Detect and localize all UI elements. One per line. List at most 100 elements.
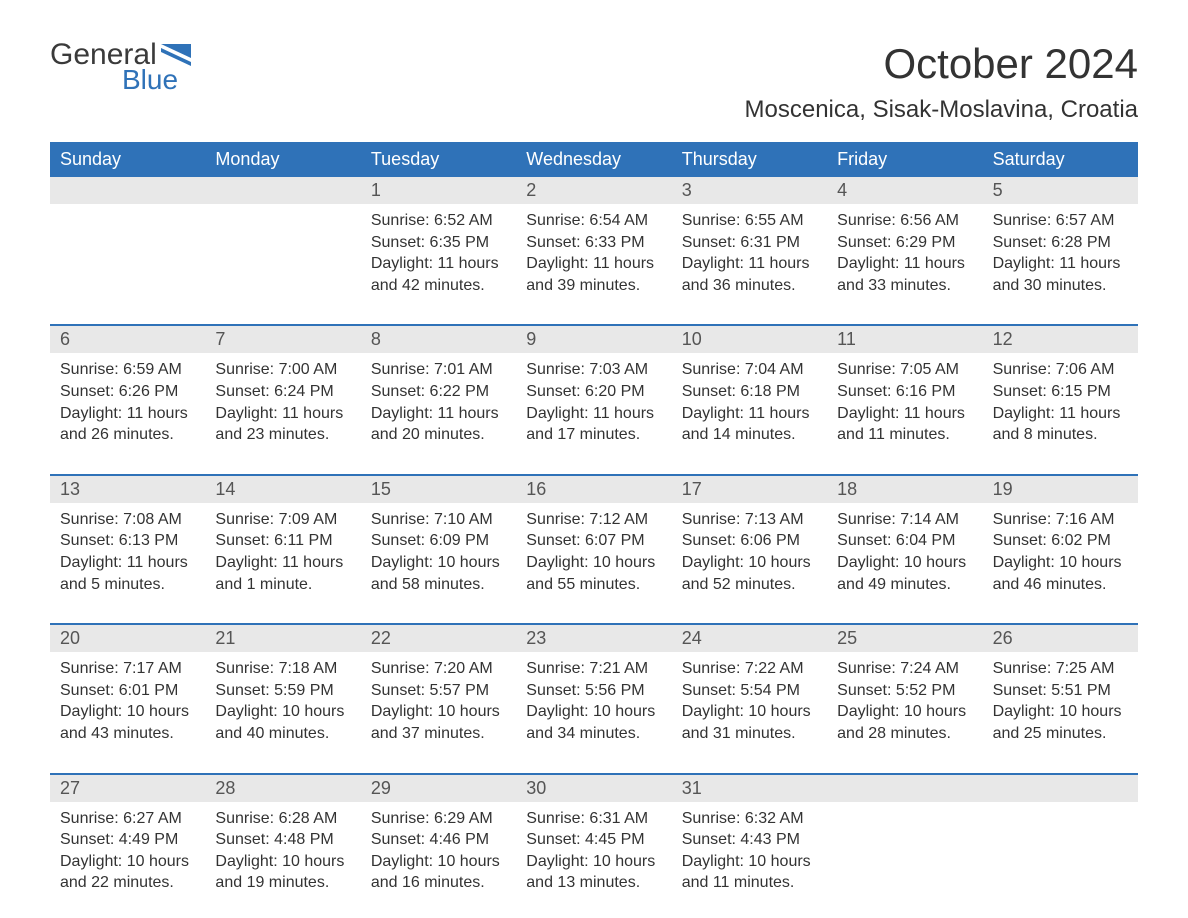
day-cell: Sunrise: 7:20 AMSunset: 5:57 PMDaylight:… — [361, 652, 516, 744]
sunset-text: Sunset: 5:59 PM — [215, 680, 350, 702]
daylight-text-2: and 5 minutes. — [60, 574, 195, 596]
day-cell: Sunrise: 6:54 AMSunset: 6:33 PMDaylight:… — [516, 204, 671, 296]
day-cell — [983, 802, 1138, 894]
sunrise-text: Sunrise: 6:54 AM — [526, 210, 661, 232]
sunrise-text: Sunrise: 7:13 AM — [682, 509, 817, 531]
day-number: 7 — [205, 326, 360, 353]
day-cell: Sunrise: 7:09 AMSunset: 6:11 PMDaylight:… — [205, 503, 360, 595]
sunset-text: Sunset: 6:33 PM — [526, 232, 661, 254]
sunset-text: Sunset: 6:04 PM — [837, 530, 972, 552]
daylight-text-2: and 31 minutes. — [682, 723, 817, 745]
daylight-text-1: Daylight: 10 hours — [371, 552, 506, 574]
daylight-text-2: and 20 minutes. — [371, 424, 506, 446]
sunrise-text: Sunrise: 6:57 AM — [993, 210, 1128, 232]
title-block: October 2024 Moscenica, Sisak-Moslavina,… — [745, 40, 1138, 124]
day-number: 6 — [50, 326, 205, 353]
day-cell: Sunrise: 6:59 AMSunset: 6:26 PMDaylight:… — [50, 353, 205, 445]
daylight-text-2: and 11 minutes. — [682, 872, 817, 894]
weekday-label: Sunday — [50, 142, 205, 177]
sunset-text: Sunset: 6:13 PM — [60, 530, 195, 552]
sunrise-text: Sunrise: 6:32 AM — [682, 808, 817, 830]
daylight-text-1: Daylight: 10 hours — [215, 701, 350, 723]
weekday-label: Friday — [827, 142, 982, 177]
weekday-label: Tuesday — [361, 142, 516, 177]
daylight-text-2: and 22 minutes. — [60, 872, 195, 894]
daylight-text-1: Daylight: 10 hours — [682, 851, 817, 873]
daylight-text-1: Daylight: 10 hours — [837, 701, 972, 723]
daylight-text-1: Daylight: 11 hours — [526, 403, 661, 425]
day-number: 11 — [827, 326, 982, 353]
sunrise-text: Sunrise: 6:27 AM — [60, 808, 195, 830]
day-cell: Sunrise: 6:28 AMSunset: 4:48 PMDaylight:… — [205, 802, 360, 894]
day-cell: Sunrise: 7:00 AMSunset: 6:24 PMDaylight:… — [205, 353, 360, 445]
day-cell: Sunrise: 7:06 AMSunset: 6:15 PMDaylight:… — [983, 353, 1138, 445]
day-cell — [827, 802, 982, 894]
day-number: 5 — [983, 177, 1138, 204]
daylight-text-1: Daylight: 11 hours — [993, 253, 1128, 275]
day-cell: Sunrise: 7:04 AMSunset: 6:18 PMDaylight:… — [672, 353, 827, 445]
daylight-text-1: Daylight: 10 hours — [993, 552, 1128, 574]
sunset-text: Sunset: 5:54 PM — [682, 680, 817, 702]
daylight-text-1: Daylight: 10 hours — [215, 851, 350, 873]
day-cell: Sunrise: 7:14 AMSunset: 6:04 PMDaylight:… — [827, 503, 982, 595]
daylight-text-2: and 40 minutes. — [215, 723, 350, 745]
day-cell: Sunrise: 7:13 AMSunset: 6:06 PMDaylight:… — [672, 503, 827, 595]
daylight-text-2: and 37 minutes. — [371, 723, 506, 745]
daylight-text-2: and 8 minutes. — [993, 424, 1128, 446]
sunrise-text: Sunrise: 7:16 AM — [993, 509, 1128, 531]
day-cell: Sunrise: 6:55 AMSunset: 6:31 PMDaylight:… — [672, 204, 827, 296]
day-number: 30 — [516, 775, 671, 802]
day-cell: Sunrise: 7:16 AMSunset: 6:02 PMDaylight:… — [983, 503, 1138, 595]
daylight-text-2: and 14 minutes. — [682, 424, 817, 446]
daylight-text-2: and 1 minute. — [215, 574, 350, 596]
day-number — [827, 775, 982, 802]
day-cell: Sunrise: 6:57 AMSunset: 6:28 PMDaylight:… — [983, 204, 1138, 296]
daylight-text-2: and 34 minutes. — [526, 723, 661, 745]
weekday-header: Sunday Monday Tuesday Wednesday Thursday… — [50, 142, 1138, 177]
daylight-text-2: and 16 minutes. — [371, 872, 506, 894]
day-number: 2 — [516, 177, 671, 204]
day-cell — [205, 204, 360, 296]
day-number: 8 — [361, 326, 516, 353]
daylight-text-1: Daylight: 11 hours — [682, 403, 817, 425]
sunset-text: Sunset: 6:28 PM — [993, 232, 1128, 254]
sunset-text: Sunset: 5:56 PM — [526, 680, 661, 702]
daylight-text-1: Daylight: 11 hours — [526, 253, 661, 275]
weekday-label: Saturday — [983, 142, 1138, 177]
sunrise-text: Sunrise: 6:28 AM — [215, 808, 350, 830]
sunrise-text: Sunrise: 6:55 AM — [682, 210, 817, 232]
sunset-text: Sunset: 5:52 PM — [837, 680, 972, 702]
sunrise-text: Sunrise: 7:10 AM — [371, 509, 506, 531]
daylight-text-1: Daylight: 11 hours — [837, 253, 972, 275]
day-number: 10 — [672, 326, 827, 353]
sunrise-text: Sunrise: 7:04 AM — [682, 359, 817, 381]
daynum-row: 20212223242526 — [50, 625, 1138, 652]
sunrise-text: Sunrise: 7:00 AM — [215, 359, 350, 381]
day-cell: Sunrise: 7:08 AMSunset: 6:13 PMDaylight:… — [50, 503, 205, 595]
logo: General Blue — [50, 40, 191, 94]
day-number: 25 — [827, 625, 982, 652]
daylight-text-2: and 55 minutes. — [526, 574, 661, 596]
day-cell: Sunrise: 7:03 AMSunset: 6:20 PMDaylight:… — [516, 353, 671, 445]
sunrise-text: Sunrise: 7:01 AM — [371, 359, 506, 381]
day-number: 26 — [983, 625, 1138, 652]
daylight-text-1: Daylight: 11 hours — [215, 403, 350, 425]
sunset-text: Sunset: 4:46 PM — [371, 829, 506, 851]
daylight-text-1: Daylight: 10 hours — [60, 851, 195, 873]
day-cell: Sunrise: 6:27 AMSunset: 4:49 PMDaylight:… — [50, 802, 205, 894]
day-number: 19 — [983, 476, 1138, 503]
day-cell: Sunrise: 6:29 AMSunset: 4:46 PMDaylight:… — [361, 802, 516, 894]
daylight-text-2: and 46 minutes. — [993, 574, 1128, 596]
daylight-text-1: Daylight: 10 hours — [60, 701, 195, 723]
daylight-text-2: and 13 minutes. — [526, 872, 661, 894]
logo-word-blue: Blue — [122, 66, 178, 94]
daylight-text-1: Daylight: 11 hours — [837, 403, 972, 425]
sunrise-text: Sunrise: 7:09 AM — [215, 509, 350, 531]
day-cell: Sunrise: 7:24 AMSunset: 5:52 PMDaylight:… — [827, 652, 982, 744]
daylight-text-1: Daylight: 11 hours — [215, 552, 350, 574]
sunset-text: Sunset: 4:45 PM — [526, 829, 661, 851]
day-cell: Sunrise: 7:05 AMSunset: 6:16 PMDaylight:… — [827, 353, 982, 445]
sunset-text: Sunset: 6:20 PM — [526, 381, 661, 403]
day-number: 29 — [361, 775, 516, 802]
sunset-text: Sunset: 6:09 PM — [371, 530, 506, 552]
